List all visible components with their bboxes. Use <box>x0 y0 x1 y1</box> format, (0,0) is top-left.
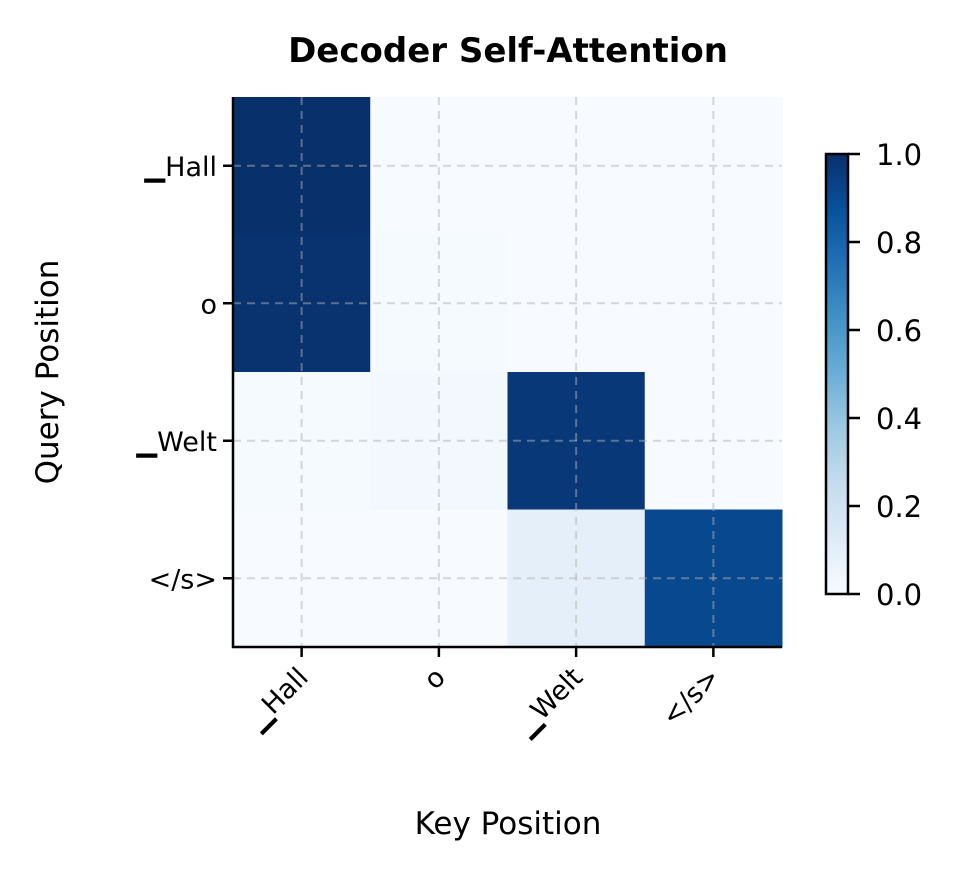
x-tick-label: ▁Hall <box>241 662 315 736</box>
chart-title: Decoder Self-Attention <box>288 31 728 71</box>
y-tick-label: ▁Welt <box>135 427 217 458</box>
x-tick-label: </s> <box>656 662 726 732</box>
y-tick-label: o <box>200 289 217 320</box>
x-tick-labels: ▁Hall o ▁Welt </s> <box>241 662 727 742</box>
axes <box>223 97 782 657</box>
y-tick-label: ▁Hall <box>143 152 217 183</box>
x-tick-label: o <box>418 662 452 696</box>
colorbar-tick-label: 0.4 <box>876 402 922 436</box>
colorbar-tick-label: 0.2 <box>876 490 922 524</box>
x-tick-label: ▁Welt <box>509 662 589 742</box>
colorbar <box>824 152 850 596</box>
colorbar-ticks: 0.0 0.2 0.4 0.6 0.8 1.0 <box>848 138 922 612</box>
colorbar-tick-label: 1.0 <box>876 138 922 172</box>
colorbar-tick-label: 0.0 <box>876 578 922 612</box>
grid-lines <box>233 97 782 647</box>
x-axis-label: Key Position <box>415 806 602 842</box>
y-tick-labels: ▁Hall o ▁Welt </s> <box>135 152 217 596</box>
y-tick-label: </s> <box>149 564 217 595</box>
y-axis-label: Query Position <box>30 260 66 485</box>
colorbar-tick-label: 0.6 <box>876 314 922 348</box>
heatmap-cells <box>233 97 783 648</box>
colorbar-tick-label: 0.8 <box>876 226 922 260</box>
